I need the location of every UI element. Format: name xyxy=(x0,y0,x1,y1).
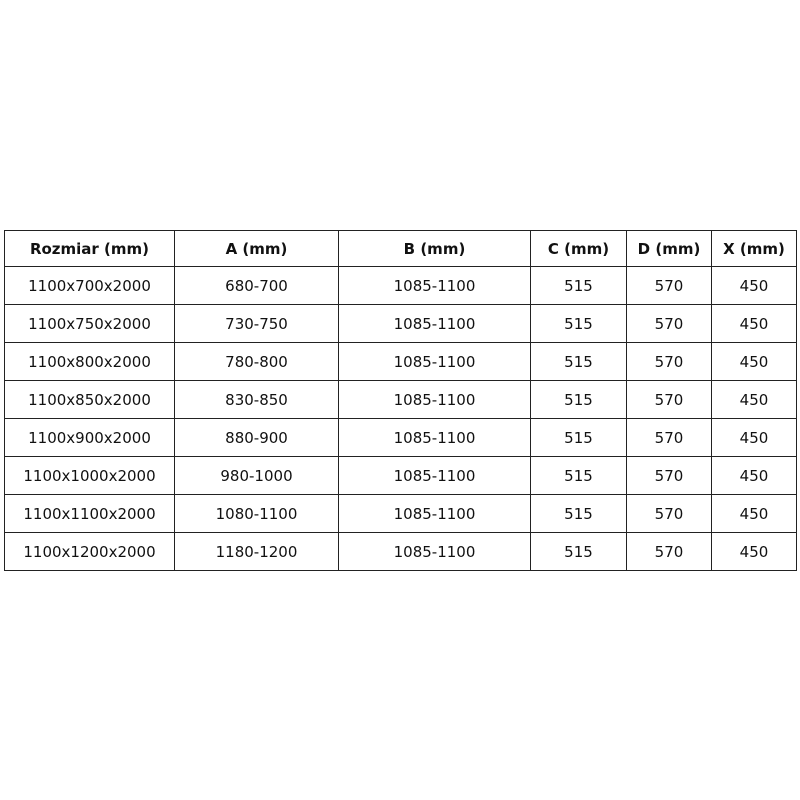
table-row: 1100x850x2000 830-850 1085-1100 515 570 450 xyxy=(4,380,797,419)
table-cell: 570 xyxy=(626,380,712,419)
table-cell: 570 xyxy=(626,266,712,305)
table-cell: 570 xyxy=(626,342,712,381)
table-cell: 980-1000 xyxy=(174,456,339,495)
table-row: 1100x900x2000 880-900 1085-1100 515 570 450 xyxy=(4,418,797,457)
table-cell: 1085-1100 xyxy=(338,380,531,419)
table-cell: 1085-1100 xyxy=(338,304,531,343)
table-row: 1100x700x2000 680-700 1085-1100 515 570 450 xyxy=(4,266,797,305)
table-cell: 450 xyxy=(711,342,797,381)
table-cell: 1180-1200 xyxy=(174,532,339,571)
table-cell: 1100x1200x2000 xyxy=(4,532,175,571)
table-cell: 1100x1000x2000 xyxy=(4,456,175,495)
table-cell: 515 xyxy=(530,380,627,419)
table-cell: 450 xyxy=(711,494,797,533)
table-cell: 1080-1100 xyxy=(174,494,339,533)
table-row: 1100x800x2000 780-800 1085-1100 515 570 450 xyxy=(4,342,797,381)
table-cell: 830-850 xyxy=(174,380,339,419)
table-cell: 1085-1100 xyxy=(338,342,531,381)
table-cell: 570 xyxy=(626,456,712,495)
table-cell: 1085-1100 xyxy=(338,456,531,495)
table-cell: 1100x900x2000 xyxy=(4,418,175,457)
table-cell: 1100x700x2000 xyxy=(4,266,175,305)
table-cell: 570 xyxy=(626,418,712,457)
header-cell: Rozmiar (mm) xyxy=(4,230,175,267)
table-cell: 1085-1100 xyxy=(338,494,531,533)
table-cell: 570 xyxy=(626,494,712,533)
table-row: 1100x750x2000 730-750 1085-1100 515 570 450 xyxy=(4,304,797,343)
table-cell: 880-900 xyxy=(174,418,339,457)
table-cell: 1085-1100 xyxy=(338,266,531,305)
table-row: 1100x1200x2000 1180-1200 1085-1100 515 570 45… xyxy=(4,532,797,571)
table-cell: 1100x1100x2000 xyxy=(4,494,175,533)
header-cell: X (mm) xyxy=(711,230,797,267)
table-body: 1100x700x2000 680-700 1085-1100 515 570 450 11… xyxy=(4,266,797,571)
table-cell: 1100x850x2000 xyxy=(4,380,175,419)
table-cell: 515 xyxy=(530,342,627,381)
header-cell: D (mm) xyxy=(626,230,712,267)
header-cell: A (mm) xyxy=(174,230,339,267)
table-cell: 570 xyxy=(626,304,712,343)
table-cell: 780-800 xyxy=(174,342,339,381)
table-cell: 570 xyxy=(626,532,712,571)
table-cell: 450 xyxy=(711,380,797,419)
table-cell: 450 xyxy=(711,418,797,457)
table-cell: 450 xyxy=(711,532,797,571)
table-cell: 515 xyxy=(530,494,627,533)
table-cell: 515 xyxy=(530,456,627,495)
table-cell: 1100x750x2000 xyxy=(4,304,175,343)
table-cell: 1100x800x2000 xyxy=(4,342,175,381)
table-cell: 730-750 xyxy=(174,304,339,343)
header-cell: C (mm) xyxy=(530,230,627,267)
header-row: Rozmiar (mm) A (mm) B (mm) C (mm) D (mm) X (m… xyxy=(4,230,797,267)
table-cell: 450 xyxy=(711,266,797,305)
table-cell: 1085-1100 xyxy=(338,418,531,457)
table-cell: 515 xyxy=(530,532,627,571)
table-cell: 515 xyxy=(530,418,627,457)
table-cell: 450 xyxy=(711,304,797,343)
table-cell: 515 xyxy=(530,266,627,305)
table-cell: 450 xyxy=(711,456,797,495)
table-cell: 515 xyxy=(530,304,627,343)
table-cell: 680-700 xyxy=(174,266,339,305)
table-cell: 1085-1100 xyxy=(338,532,531,571)
table-row: 1100x1100x2000 1080-1100 1085-1100 515 570 45… xyxy=(4,494,797,533)
table-row: 1100x1000x2000 980-1000 1085-1100 515 570 450 xyxy=(4,456,797,495)
header-cell: B (mm) xyxy=(338,230,531,267)
size-table: Rozmiar (mm) A (mm) B (mm) C (mm) D (mm) X (m… xyxy=(4,230,797,571)
